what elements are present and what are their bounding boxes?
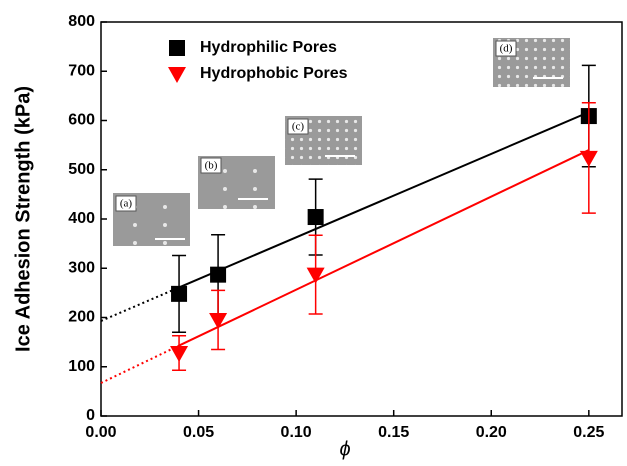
legend-marker: [168, 67, 186, 83]
y-tick-label: 100: [68, 358, 95, 375]
y-tick-label: 200: [68, 309, 95, 326]
fit-line: [100, 286, 180, 322]
inset-d: [493, 38, 570, 87]
data-point: [209, 312, 228, 329]
data-point: [579, 150, 598, 167]
x-axis-label: ϕ: [339, 438, 350, 460]
fit-line: [178, 111, 590, 289]
x-tick-label: 0.25: [573, 424, 604, 441]
y-tick-label: 500: [68, 161, 95, 178]
y-tick-label: 700: [68, 62, 95, 79]
y-tick-label: 400: [68, 210, 95, 227]
inset-b: [198, 156, 275, 209]
data-point: [171, 285, 188, 302]
legend-label: Hydrophobic Pores: [200, 65, 348, 82]
inset-c: [285, 116, 362, 165]
y-axis-label: Ice Adhesion Strength (kPa): [12, 86, 34, 352]
x-tick-label: 0.10: [281, 424, 312, 441]
x-tick-label: 0.05: [183, 424, 214, 441]
x-tick-label: 0.15: [378, 424, 409, 441]
fit-line: [178, 149, 590, 347]
y-tick-label: 800: [68, 13, 95, 30]
data-point: [306, 267, 325, 284]
x-tick-label: 0.00: [85, 424, 116, 441]
y-tick-label: 300: [68, 259, 95, 276]
x-tick-label: 0.20: [476, 424, 507, 441]
fit-line: [100, 344, 180, 384]
data-point: [307, 209, 324, 226]
inset-label: (c): [292, 121, 305, 133]
y-tick-label: 0: [86, 407, 95, 424]
inset-label: (a): [120, 198, 133, 210]
data-point: [210, 266, 227, 283]
y-tick-label: 600: [68, 112, 95, 129]
legend-marker: [169, 40, 185, 56]
inset-label: (d): [500, 43, 513, 55]
legend-label: Hydrophilic Pores: [200, 39, 337, 56]
inset-a: [113, 193, 190, 246]
data-point: [170, 345, 189, 362]
inset-label: (b): [205, 160, 218, 172]
